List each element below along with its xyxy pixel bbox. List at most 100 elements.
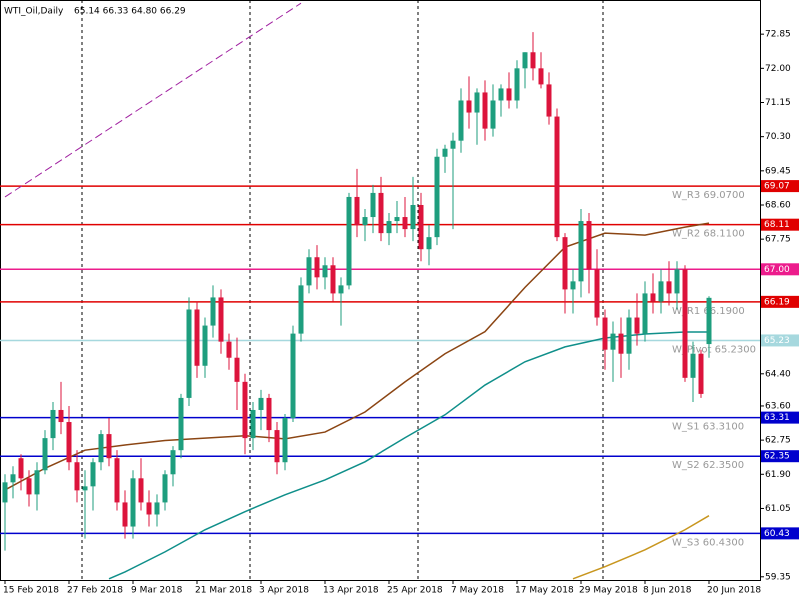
- candle-body: [354, 196, 360, 226]
- level-tag-label: 68.11: [764, 220, 790, 230]
- candle-body: [698, 353, 704, 394]
- candle-body: [130, 478, 136, 527]
- y-tick-label: 69.45: [765, 166, 791, 176]
- level-label: W_Pivot 65.2300: [672, 344, 756, 355]
- candle-body: [338, 285, 344, 294]
- level-tag: [761, 295, 799, 308]
- candle-body: [266, 397, 272, 431]
- candle-body: [466, 100, 472, 113]
- candle-body: [474, 92, 480, 113]
- plot-frame: [0, 0, 761, 581]
- candle-body: [642, 293, 648, 334]
- candle-body: [322, 265, 328, 278]
- candle-body: [314, 257, 320, 278]
- candle-body: [666, 281, 672, 294]
- x-tick-label: 25 Apr 2018: [387, 586, 443, 596]
- candle-body: [610, 333, 616, 350]
- candle-body: [418, 204, 424, 250]
- x-tick-label: 27 Feb 2018: [67, 586, 123, 596]
- candle-body: [570, 281, 576, 290]
- candle-body: [82, 486, 88, 491]
- y-tick-label: 68.60: [765, 200, 791, 210]
- candle-body: [522, 52, 528, 69]
- overlay-line: [4, 2, 302, 198]
- x-tick-label: 3 Apr 2018: [259, 586, 309, 596]
- candle-body: [114, 458, 120, 503]
- candle-body: [218, 297, 224, 342]
- candle-body: [482, 92, 488, 129]
- level-label: W_S2 62.3500: [672, 460, 744, 471]
- level-tag-label: 62.35: [764, 452, 790, 462]
- level-tag: [761, 411, 799, 424]
- candle-body: [450, 140, 456, 149]
- candle-body: [330, 265, 336, 294]
- candle-body: [538, 68, 544, 85]
- candle-body: [394, 217, 400, 222]
- x-tick-label: 7 May 2018: [451, 586, 504, 596]
- ohlc-info: 65.14 66.33 64.80 66.29: [74, 7, 186, 17]
- level-tag: [761, 450, 799, 463]
- candle-body: [282, 418, 288, 463]
- y-tick-label: 59.35: [765, 572, 791, 582]
- candle-body: [298, 285, 304, 334]
- x-tick-label: 15 Feb 2018: [3, 586, 59, 596]
- candle-body: [506, 88, 512, 101]
- candle-body: [546, 84, 552, 117]
- candle-body: [242, 381, 248, 439]
- candle-body: [618, 333, 624, 354]
- y-tick-label: 63.60: [765, 401, 791, 411]
- level-label: W_R2 68.1100: [672, 229, 745, 240]
- candle-body: [498, 88, 504, 101]
- candle-body: [458, 100, 464, 141]
- candle-body: [682, 269, 688, 378]
- candle-body: [98, 434, 104, 463]
- candle-body: [554, 116, 560, 238]
- candle-body: [170, 450, 176, 475]
- candle-body: [122, 502, 128, 527]
- candle-body: [362, 217, 368, 226]
- candle-body: [706, 297, 712, 345]
- candle-body: [146, 502, 152, 515]
- candle-body: [274, 430, 280, 463]
- candle-body: [42, 438, 48, 471]
- level-label: W_S3 60.4300: [672, 537, 744, 548]
- y-tick-label: 72.00: [765, 64, 791, 74]
- candle-body: [386, 221, 392, 234]
- level-tag: [761, 527, 799, 540]
- level-tag-label: 69.07: [764, 182, 790, 192]
- candle-body: [74, 462, 80, 491]
- candle-body: [594, 269, 600, 318]
- candle-body: [226, 341, 232, 358]
- x-tick-label: 9 Mar 2018: [131, 586, 183, 596]
- candle-body: [258, 397, 264, 410]
- overlay-line: [4, 222, 710, 491]
- candle-body: [290, 333, 296, 419]
- candle-body: [626, 317, 632, 354]
- level-tag: [761, 218, 799, 231]
- level-tag: [761, 334, 799, 347]
- y-tick-label: 72.85: [765, 30, 791, 40]
- candle-body: [578, 221, 584, 282]
- candle-body: [370, 192, 376, 218]
- y-tick-label: 62.75: [765, 436, 791, 446]
- candle-body: [434, 156, 440, 238]
- x-tick-label: 13 Apr 2018: [323, 586, 379, 596]
- candle-body: [202, 325, 208, 366]
- candle-body: [50, 409, 56, 439]
- candle-body: [186, 309, 192, 398]
- x-tick-label: 21 Mar 2018: [195, 586, 252, 596]
- candle-body: [346, 196, 352, 286]
- level-tag-label: 65.23: [764, 336, 790, 346]
- candle-body: [442, 148, 448, 157]
- candle-body: [490, 100, 496, 129]
- x-tick-label: 20 Jun 2018: [707, 586, 761, 596]
- level-tag-label: 66.19: [764, 297, 790, 307]
- candle-body: [66, 422, 72, 463]
- candle-body: [194, 309, 200, 366]
- y-tick-label: 71.15: [765, 98, 791, 108]
- candle-body: [690, 353, 696, 378]
- level-tag: [761, 263, 799, 276]
- level-label: W_S1 63.3100: [672, 422, 744, 433]
